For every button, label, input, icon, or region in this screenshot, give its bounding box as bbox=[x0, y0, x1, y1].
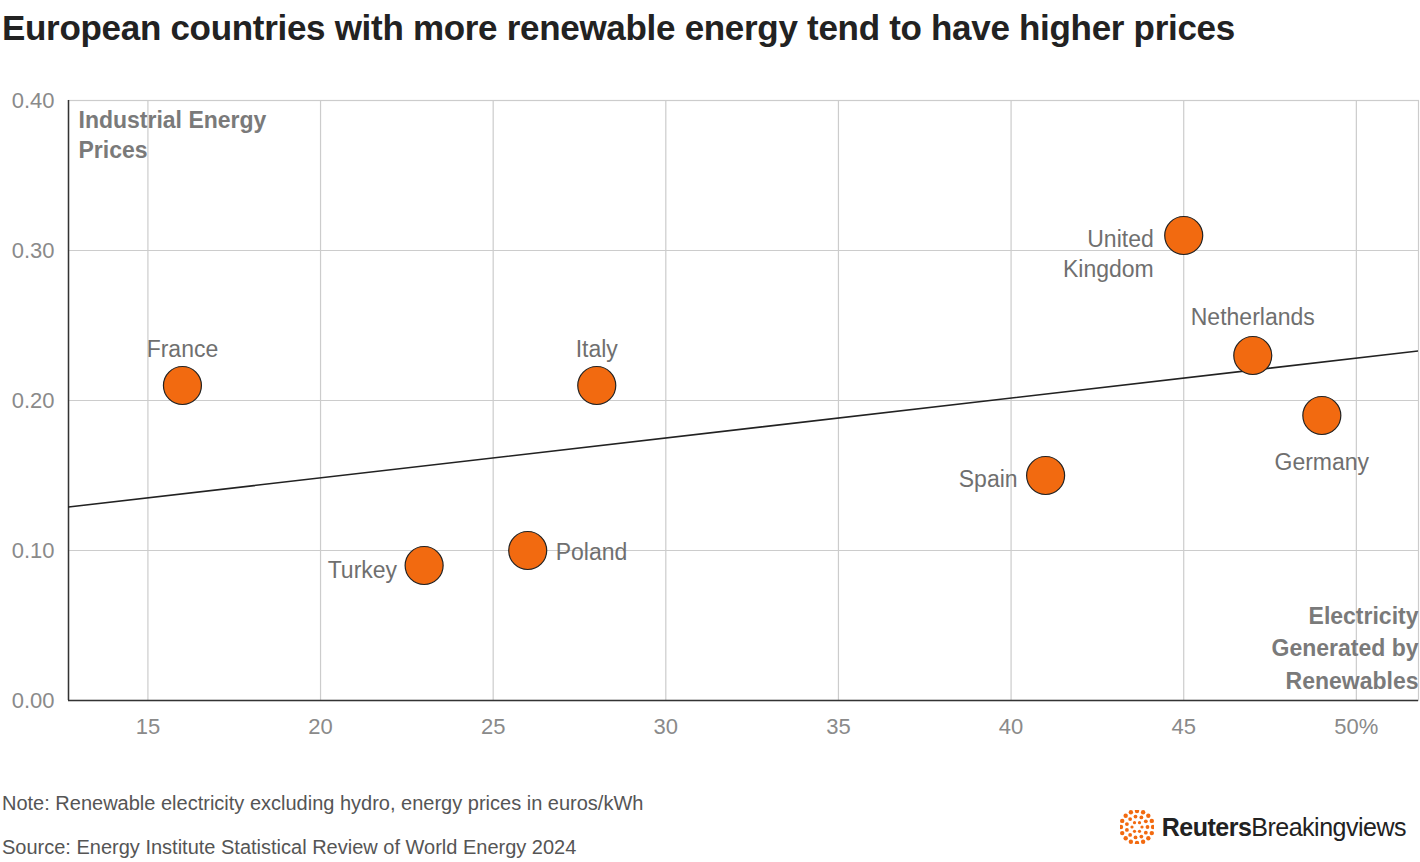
svg-text:Netherlands: Netherlands bbox=[1191, 304, 1315, 330]
svg-text:50%: 50% bbox=[1334, 714, 1378, 739]
svg-text:Germany: Germany bbox=[1275, 449, 1370, 475]
svg-text:Spain: Spain bbox=[959, 466, 1018, 492]
svg-text:Turkey: Turkey bbox=[328, 557, 398, 583]
svg-text:0.00: 0.00 bbox=[12, 688, 55, 713]
svg-text:0.10: 0.10 bbox=[12, 538, 55, 563]
svg-text:Poland: Poland bbox=[556, 539, 628, 565]
svg-text:40: 40 bbox=[999, 714, 1023, 739]
svg-text:0.30: 0.30 bbox=[12, 238, 55, 263]
html-text:European countries with more r: European countries with more renewable e… bbox=[2, 8, 1235, 47]
html-text:Note: Renewable electricity ex: Note: Renewable electricity excluding hy… bbox=[2, 792, 644, 814]
svg-text:30: 30 bbox=[654, 714, 678, 739]
svg-text:Industrial EnergyPrices: Industrial EnergyPrices bbox=[79, 107, 267, 163]
svg-text:UnitedKingdom: UnitedKingdom bbox=[1063, 226, 1154, 282]
svg-text:35: 35 bbox=[826, 714, 850, 739]
svg-text:25: 25 bbox=[481, 714, 505, 739]
html-text:Source: Energy Institute Stati: Source: Energy Institute Statistical Rev… bbox=[2, 836, 577, 858]
svg-text:France: France bbox=[147, 336, 219, 362]
svg-text:45: 45 bbox=[1171, 714, 1195, 739]
svg-text:15: 15 bbox=[136, 714, 160, 739]
svg-text:20: 20 bbox=[308, 714, 332, 739]
html-text:Reuters Breakingviews: Reuters Breakingviews bbox=[1161, 812, 1406, 841]
svg-text:0.40: 0.40 bbox=[12, 88, 55, 113]
svg-text:0.20: 0.20 bbox=[12, 388, 55, 413]
svg-text:Italy: Italy bbox=[576, 336, 619, 362]
svg-text:ElectricityGenerated byRenewab: ElectricityGenerated byRenewables bbox=[1272, 603, 1419, 693]
